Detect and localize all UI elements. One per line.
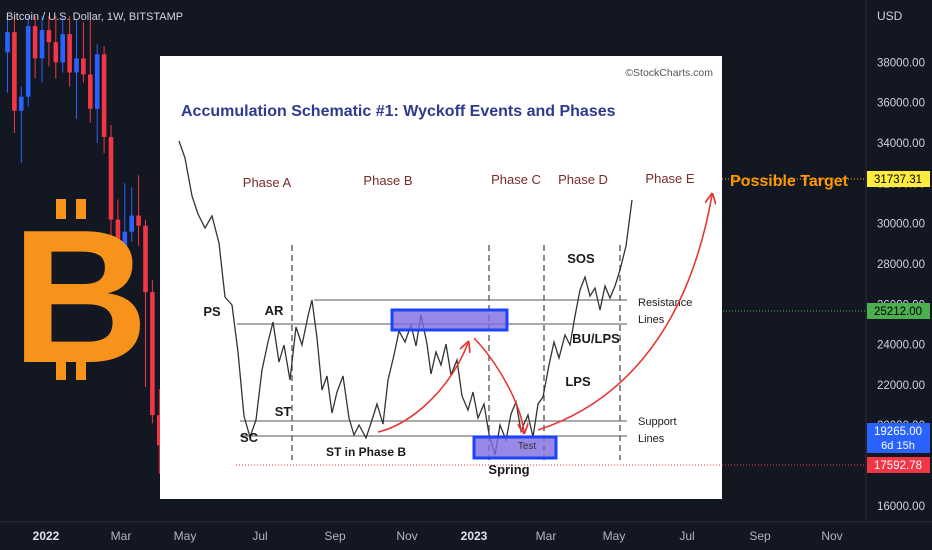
time-tick-label: Nov xyxy=(821,529,842,543)
btc-bar-bottom-right xyxy=(76,360,86,380)
time-tick-label: Jul xyxy=(252,529,267,543)
price-tag-resistance: 25212.00 xyxy=(867,303,930,319)
possible-target-label: Possible Target xyxy=(730,173,849,190)
price-tick-label: 36000.00 xyxy=(877,98,925,110)
event-test: Test xyxy=(518,441,537,452)
time-tick-label: Sep xyxy=(749,529,771,543)
support-lines-label: Lines xyxy=(638,433,665,445)
time-tick-label: May xyxy=(174,529,197,543)
candle-up xyxy=(122,231,128,252)
schematic-title: Accumulation Schematic #1: Wyckoff Event… xyxy=(181,103,616,120)
price-tag-low-value: 17592.78 xyxy=(874,460,922,472)
arrow-down-spring[interactable] xyxy=(473,337,524,432)
spring-box[interactable] xyxy=(472,435,558,460)
resistance-box[interactable] xyxy=(390,308,509,332)
time-tick-label: Nov xyxy=(396,529,417,543)
candle-down xyxy=(53,42,59,63)
candle-up xyxy=(5,32,10,53)
phase-b-label: Phase B xyxy=(363,173,412,188)
event-sc: SC xyxy=(240,430,259,445)
candle-down xyxy=(81,58,86,75)
time-tick-label: Mar xyxy=(536,529,557,543)
price-tag-target-bg xyxy=(867,171,930,187)
price-tick-label: 16000.00 xyxy=(877,501,925,513)
symbol-title: Bitcoin / U.S. Dollar, 1W, BITSTAMP xyxy=(6,11,183,23)
schematic-price-path xyxy=(178,140,633,456)
event-spring: Spring xyxy=(488,462,529,477)
price-tick-label: 24000.00 xyxy=(877,340,925,352)
phase-d-label: Phase D xyxy=(558,172,608,187)
phase-c-label: Phase C xyxy=(491,172,541,187)
candle-down xyxy=(46,30,52,43)
bitcoin-symbol: B xyxy=(11,191,148,403)
price-tag-current-bg xyxy=(867,423,930,453)
event-ps: PS xyxy=(203,304,221,319)
bitcoin-logo: B xyxy=(11,191,148,403)
phase-a-label: Phase A xyxy=(243,175,292,190)
stockcharts-credit: ©StockCharts.com xyxy=(625,67,713,79)
candle-down xyxy=(67,34,72,73)
time-tick-label: Jul xyxy=(679,529,694,543)
price-tag-low: 17592.78 xyxy=(867,457,930,473)
price-tag-current-value: 19265.00 xyxy=(874,426,922,438)
candle-down xyxy=(150,292,155,416)
price-tick-label: 34000.00 xyxy=(877,138,925,150)
price-tick-label: 22000.00 xyxy=(877,380,925,392)
candle-down xyxy=(143,225,148,293)
event-st-phase-b: ST in Phase B xyxy=(326,445,406,459)
wyckoff-schematic-panel: ©StockCharts.com Accumulation Schematic … xyxy=(160,56,722,499)
time-tick-label: 2023 xyxy=(461,529,488,543)
candle-down xyxy=(157,415,162,446)
candle-down xyxy=(108,136,114,220)
event-sos: SOS xyxy=(567,251,595,266)
resistance-label: Resistance xyxy=(638,297,692,309)
time-tick-label: Sep xyxy=(324,529,346,543)
candle-up xyxy=(60,34,65,63)
price-tag-countdown: 6d 15h xyxy=(881,440,915,452)
btc-bar-top-left xyxy=(56,199,66,219)
btc-bar-bottom-left xyxy=(56,360,66,380)
price-tag-current: 19265.00 6d 15h xyxy=(867,423,930,453)
candle-up xyxy=(25,26,31,97)
btc-bar-top-right xyxy=(76,199,86,219)
support-label: Support xyxy=(638,416,677,428)
time-tick-label: Mar xyxy=(111,529,132,543)
candle-up xyxy=(74,58,79,73)
time-axis[interactable]: 2022 Mar May Jul Sep Nov 2023 Mar May Jul Sep Nov xyxy=(33,529,843,543)
price-tag-resistance-value: 25212.00 xyxy=(874,306,922,318)
candle-up xyxy=(19,96,24,111)
arrow-target[interactable] xyxy=(537,195,712,431)
candle-down xyxy=(136,215,141,226)
price-tick-label: 28000.00 xyxy=(877,259,925,271)
phase-e-label: Phase E xyxy=(645,171,694,186)
candle-up xyxy=(94,54,100,109)
candle-up xyxy=(39,30,45,59)
event-bu-lps: BU/LPS xyxy=(572,331,620,346)
candle-down xyxy=(115,219,121,252)
price-tag-resistance-bg xyxy=(867,303,930,319)
resistance-lines-label: Lines xyxy=(638,314,665,326)
candle-down xyxy=(88,74,93,109)
time-tick-label: May xyxy=(603,529,626,543)
currency-label: USD xyxy=(877,9,903,23)
candle-down xyxy=(101,54,107,137)
price-tag-low-bg xyxy=(867,457,930,473)
price-tick-label: 30000.00 xyxy=(877,219,925,231)
event-ar: AR xyxy=(265,303,284,318)
candle-down xyxy=(32,26,38,59)
price-tag-target-value: 31737.31 xyxy=(874,174,922,186)
time-tick-label: 2022 xyxy=(33,529,60,543)
price-tag-target: 31737.31 xyxy=(867,171,930,187)
candle-up xyxy=(129,215,134,232)
arrow-up-phase-b[interactable] xyxy=(377,343,468,433)
price-tick-label: 38000.00 xyxy=(877,57,925,69)
candle-down xyxy=(12,32,17,111)
event-st: ST xyxy=(275,404,292,419)
event-lps: LPS xyxy=(565,374,591,389)
